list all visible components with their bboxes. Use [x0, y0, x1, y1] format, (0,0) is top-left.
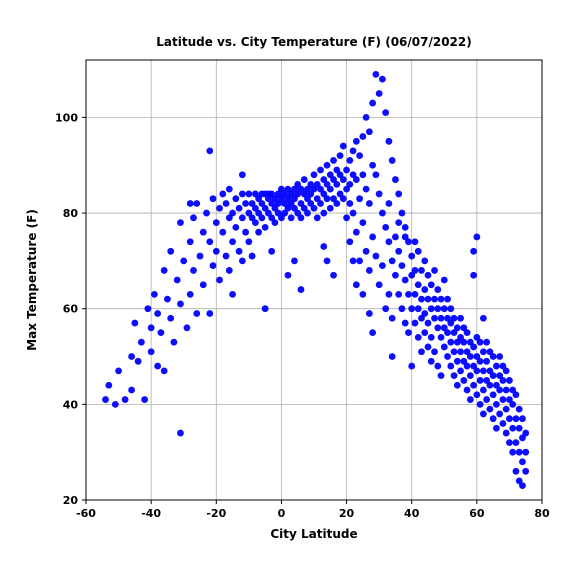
- y-ticks: 20 40 60 80 100: [55, 111, 86, 507]
- svg-text:40: 40: [63, 398, 79, 411]
- y-axis-label: Max Temperature (F): [25, 209, 39, 351]
- svg-text:60: 60: [63, 303, 79, 316]
- svg-text:0: 0: [278, 507, 286, 520]
- scatter-chart: -60 -40 -20 0 20 40 60 80 20 40 60 80 100 Latitude …: [0, 0, 576, 576]
- svg-text:-20: -20: [206, 507, 226, 520]
- scatter-points: [102, 71, 529, 489]
- svg-text:60: 60: [469, 507, 485, 520]
- axes-spines: [86, 60, 542, 500]
- svg-text:-60: -60: [76, 507, 96, 520]
- svg-text:80: 80: [63, 207, 79, 220]
- svg-text:40: 40: [404, 507, 420, 520]
- svg-text:-40: -40: [141, 507, 161, 520]
- x-axis-label: City Latitude: [270, 527, 357, 541]
- svg-text:20: 20: [63, 494, 79, 507]
- svg-text:80: 80: [534, 507, 550, 520]
- x-ticks: -60 -40 -20 0 20 40 60 80: [76, 500, 550, 520]
- svg-text:100: 100: [55, 111, 78, 124]
- svg-text:20: 20: [339, 507, 355, 520]
- chart-title: Latitude vs. City Temperature (F) (06/07…: [156, 35, 472, 49]
- grid: [86, 60, 542, 500]
